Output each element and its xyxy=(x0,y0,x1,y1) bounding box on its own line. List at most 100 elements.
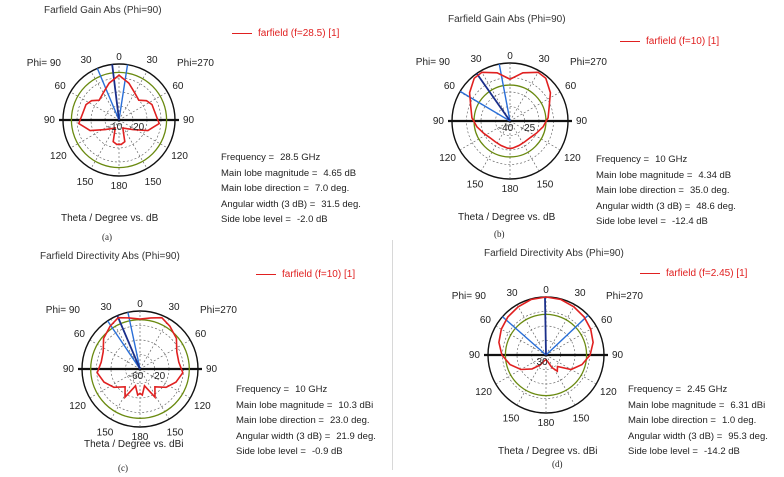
grid-spoke xyxy=(509,120,561,151)
info-value: 95.3 deg. xyxy=(728,430,768,442)
info-row: Main lobe direction = 7.0 deg. xyxy=(221,181,361,197)
beamwidth-line xyxy=(501,316,547,356)
info-key: Main lobe direction = xyxy=(236,415,324,426)
main-lobe-direction-line xyxy=(111,64,120,121)
info-key: Frequency = xyxy=(596,154,650,165)
vertical-divider xyxy=(392,240,393,470)
angle-label-phi-right: Phi=270 xyxy=(570,57,607,68)
chart-panel-d: Farfield Directivity Abs (Phi=90) farfie… xyxy=(392,240,784,477)
angle-label-right-150: 150 xyxy=(145,177,162,188)
info-row: Side lobe level = -0.9 dB xyxy=(236,444,376,460)
grid-spoke xyxy=(139,339,191,370)
angle-label-left-150: 150 xyxy=(77,177,94,188)
grid-spoke xyxy=(509,70,540,122)
angle-label-left-top: 30 xyxy=(80,55,92,66)
figure-caption: (a) xyxy=(102,232,112,242)
info-row: Main lobe magnitude = 4.34 dB xyxy=(596,168,736,184)
info-row: Main lobe direction = 35.0 deg. xyxy=(596,183,736,199)
angle-label-top: 0 xyxy=(116,52,122,63)
info-value: 10 GHz xyxy=(295,384,328,395)
angle-label-right-150: 150 xyxy=(537,180,554,191)
info-key: Angular width (3 dB) = xyxy=(596,200,691,212)
radiation-pattern xyxy=(96,316,184,400)
legend-entry: farfield (f=28.5) [1] xyxy=(232,28,339,39)
info-key: Main lobe direction = xyxy=(628,415,716,426)
info-key: Side lobe level = xyxy=(221,214,291,225)
angle-label-right-120: 120 xyxy=(171,151,188,162)
chart-panel-a: Farfield Gain Abs (Phi=90) farfield (f=2… xyxy=(0,0,392,242)
angle-label-left-120: 120 xyxy=(475,387,492,398)
info-row: Frequency = 10 GHz xyxy=(596,152,736,168)
angle-label-left-150: 150 xyxy=(503,414,520,425)
figure-caption: (c) xyxy=(118,463,128,473)
angle-label-left: 90 xyxy=(433,116,445,127)
info-key: Side lobe level = xyxy=(236,446,306,457)
info-value: 6.31 dBi xyxy=(730,399,766,411)
grid-spoke xyxy=(495,325,547,356)
angle-label-left-120: 120 xyxy=(439,153,456,164)
chart-title: Farfield Directivity Abs (Phi=90) xyxy=(40,251,180,262)
angle-label-right: 90 xyxy=(576,116,588,127)
angle-label-right-150: 150 xyxy=(167,428,184,439)
info-key: Frequency = xyxy=(221,152,275,163)
info-key: Main lobe magnitude = xyxy=(236,399,333,411)
info-key: Main lobe direction = xyxy=(221,183,309,194)
lobe-info: Frequency = 10 GHz Main lobe magnitude = 4.… xyxy=(596,152,736,230)
angle-label-bottom: 180 xyxy=(538,418,555,429)
info-row: Side lobe level = -12.4 dB xyxy=(596,214,736,230)
info-row: Side lobe level = -14.2 dB xyxy=(628,444,768,460)
chart-title: Farfield Gain Abs (Phi=90) xyxy=(448,14,566,25)
info-key: Main lobe direction = xyxy=(596,185,684,196)
grid-spoke xyxy=(118,91,168,121)
main-lobe-direction-line xyxy=(544,296,547,356)
info-value: 31.5 deg. xyxy=(321,198,361,210)
angle-label-right: 90 xyxy=(612,350,624,361)
angle-label-phi-right: Phi=270 xyxy=(200,305,237,316)
legend-label: farfield (f=28.5) [1] xyxy=(258,28,340,39)
x-axis-label: Theta / Degree vs. dBi xyxy=(84,439,184,450)
radial-label: -25 xyxy=(521,123,536,134)
grid-spoke xyxy=(90,71,120,121)
angle-label-left-120: 120 xyxy=(50,151,67,162)
info-row: Main lobe magnitude = 4.65 dB xyxy=(221,166,361,182)
angle-label-left: 90 xyxy=(44,115,56,126)
grid-spoke xyxy=(509,120,540,172)
angle-label-right-60: 60 xyxy=(172,81,184,92)
info-key: Angular width (3 dB) = xyxy=(221,198,316,210)
grid-spoke xyxy=(89,368,141,399)
info-value: 2.45 GHz xyxy=(687,384,728,395)
info-row: Frequency = 10 GHz xyxy=(236,382,376,398)
angle-label-right-120: 120 xyxy=(564,153,581,164)
angle-label-right-top: 30 xyxy=(538,54,550,65)
legend-label: farfield (f=2.45) [1] xyxy=(666,268,748,279)
main-lobe-direction-line xyxy=(116,315,141,370)
angle-label-bottom: 180 xyxy=(502,184,519,195)
beamwidth-line xyxy=(127,312,141,370)
grid-spoke xyxy=(545,354,576,406)
info-row: Angular width (3 dB) = 21.9 deg. xyxy=(236,429,376,445)
info-row: Angular width (3 dB) = 48.6 deg. xyxy=(596,199,736,215)
grid-spoke xyxy=(118,119,168,149)
radiation-pattern xyxy=(468,71,552,150)
info-value: -12.4 dB xyxy=(671,216,708,227)
info-value: -2.0 dB xyxy=(296,214,328,225)
info-row: Frequency = 28.5 GHz xyxy=(221,150,361,166)
main-lobe-direction-line xyxy=(475,72,511,122)
x-axis-label: Theta / Degree vs. dB xyxy=(61,213,159,224)
angle-label-phi-left: Phi= 90 xyxy=(416,57,451,68)
legend-entry: farfield (f=10) [1] xyxy=(620,36,719,47)
grid-spoke xyxy=(545,304,576,356)
polar-plot: 0 30 30 60 60 90 90 120 120 150 150 180 Phi= 90 Phi=2… xyxy=(416,51,608,195)
radial-label: -60 xyxy=(129,371,144,382)
angle-label-top: 0 xyxy=(137,299,143,310)
angle-label-top: 0 xyxy=(507,51,513,62)
angle-label-right: 90 xyxy=(183,115,195,126)
grid-spoke xyxy=(139,368,191,399)
lobe-info: Frequency = 10 GHz Main lobe magnitude = 10… xyxy=(236,382,376,460)
info-key: Angular width (3 dB) = xyxy=(628,430,723,442)
info-value: -0.9 dB xyxy=(311,446,343,457)
angle-label-phi-left: Phi= 90 xyxy=(27,58,62,69)
grid-spoke xyxy=(545,325,597,356)
angle-label-right-60: 60 xyxy=(195,329,207,340)
grid-spoke xyxy=(139,318,170,370)
